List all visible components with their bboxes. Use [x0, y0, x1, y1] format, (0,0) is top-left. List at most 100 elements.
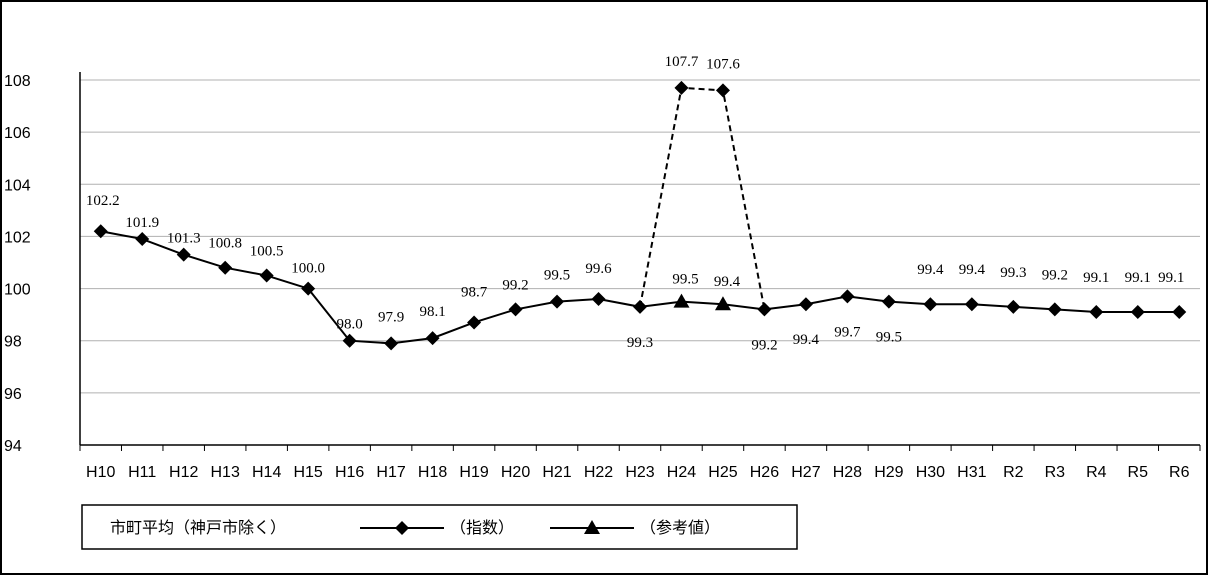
data-label-index: 99.2: [1042, 267, 1068, 283]
diamond-marker: [135, 232, 150, 247]
diamond-marker: [964, 297, 979, 312]
data-label-index: 99.2: [502, 277, 528, 293]
diamond-marker: [881, 294, 896, 309]
data-label-index: 99.2: [751, 337, 777, 353]
legend-label-index: （指数）: [450, 519, 514, 537]
x-tick-label: H12: [169, 464, 198, 481]
legend-diamond-marker: [395, 521, 409, 535]
diamond-marker: [633, 299, 647, 314]
data-label-reference: 99.5: [672, 272, 698, 288]
x-tick-label: H23: [625, 464, 654, 481]
diamond-marker: [467, 315, 482, 330]
axes: [79, 72, 1201, 451]
data-label-index: 98.1: [419, 304, 445, 320]
diamond-marker: [1130, 305, 1145, 320]
data-label-index: 107.6: [706, 56, 740, 72]
y-tick-label: 106: [4, 125, 31, 142]
series-line-index: [100, 230, 641, 345]
data-label-index: 101.3: [167, 231, 201, 247]
x-tick-label: R5: [1128, 464, 1149, 481]
diamond-marker: [1047, 302, 1062, 317]
x-tick-label: H26: [750, 464, 779, 481]
x-tick-label: H15: [293, 464, 322, 481]
data-label-index: 99.1: [1083, 270, 1109, 286]
data-label-index: 99.1: [1158, 270, 1184, 286]
diamond-marker: [425, 331, 440, 346]
triangle-marker: [714, 296, 731, 311]
x-tick-label: H13: [211, 464, 240, 481]
diamond-marker: [508, 302, 523, 317]
x-tick-label: H30: [916, 464, 945, 481]
data-label-index: 99.4: [793, 332, 820, 348]
diamond-marker: [550, 294, 565, 309]
x-tick-label: R6: [1169, 464, 1190, 481]
data-label-index: 102.2: [86, 193, 120, 209]
data-label-reference: 99.4: [714, 274, 741, 290]
x-tick-label: H16: [335, 464, 364, 481]
x-tick-label: H28: [833, 464, 862, 481]
diamond-marker: [1172, 305, 1187, 320]
diamond-marker: [1089, 305, 1104, 320]
x-tick-label: H19: [459, 464, 488, 481]
y-tick-label: 94: [4, 438, 22, 455]
diamond-marker: [757, 302, 772, 317]
data-label-index: 99.6: [585, 261, 612, 277]
data-label-index: 99.7: [834, 324, 861, 340]
x-tick-label: R3: [1045, 464, 1066, 481]
diamond-marker: [923, 297, 938, 312]
y-tick-labels: 94 96 98 100 102 104 106 108: [4, 73, 31, 455]
data-label-index: 98.0: [337, 317, 363, 333]
diamond-marker: [674, 80, 689, 95]
data-label-index: 101.9: [125, 215, 159, 231]
data-labels: 102.2 101.9 101.3 100.8 100.5 100.0 98.0 97.9 98…: [86, 54, 1185, 354]
diamond-marker: [384, 336, 399, 351]
diamond-marker: [93, 224, 108, 239]
data-label-index: 99.4: [959, 262, 986, 278]
data-label-index: 99.3: [1000, 265, 1026, 281]
gridlines: [80, 79, 1200, 394]
x-tick-label: H20: [501, 464, 530, 481]
x-tick-label: H29: [874, 464, 903, 481]
diamond-marker: [1006, 299, 1021, 314]
y-tick-label: 104: [4, 177, 31, 194]
legend-title: 市町平均（神戸市除く）: [110, 519, 286, 537]
x-tick-label: H11: [128, 464, 156, 481]
x-tick-label: H17: [376, 464, 405, 481]
legend: 市町平均（神戸市除く） （指数） （参考値）: [81, 504, 798, 550]
series-line-reference: [639, 300, 765, 311]
diamond-marker: [218, 260, 233, 275]
x-tick-labels: H10 H11 H12 H13 H14 H15 H16 H17 H18 H19 H20 H21 H22 H…: [86, 464, 1190, 481]
diamond-marker: [715, 83, 730, 98]
x-tick-label: H25: [708, 464, 737, 481]
x-tick-label: R4: [1086, 464, 1107, 481]
diamond-marker: [591, 292, 606, 306]
legend-triangle-marker: [584, 520, 600, 534]
x-tick-label: H31: [957, 464, 986, 481]
y-tick-label: 96: [4, 386, 22, 403]
data-label-index: 99.5: [876, 330, 902, 346]
x-tick-label: H21: [542, 464, 571, 481]
data-label-index: 99.4: [917, 262, 944, 278]
series-markers: [93, 80, 1187, 351]
data-label-index: 99.5: [544, 268, 570, 284]
series-lines: [100, 86, 1180, 345]
y-tick-label: 100: [4, 282, 31, 299]
y-tick-label: 108: [4, 73, 31, 90]
triangle-marker: [673, 293, 690, 308]
x-tick-label: H24: [667, 464, 696, 481]
data-label-index: 99.1: [1125, 270, 1151, 286]
x-tick-label: R2: [1003, 464, 1024, 481]
series-line-index-dashed: [639, 86, 766, 310]
diamond-marker: [301, 281, 316, 296]
diamond-marker: [176, 247, 191, 262]
x-tick-label: H22: [584, 464, 613, 481]
diamond-marker: [342, 333, 357, 348]
data-label-index: 98.7: [461, 284, 488, 300]
diamond-marker: [798, 297, 813, 312]
data-label-index: 97.9: [378, 309, 404, 325]
data-label-index: 100.5: [250, 244, 284, 260]
x-tick-label: H18: [418, 464, 447, 481]
y-tick-label: 102: [4, 229, 31, 246]
